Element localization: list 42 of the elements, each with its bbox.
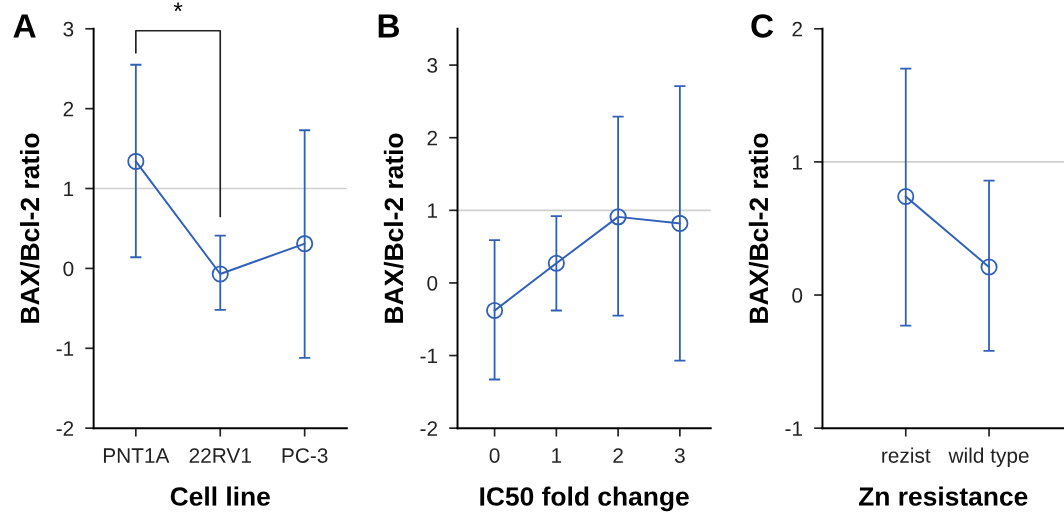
y-tick-label: -2 xyxy=(420,421,438,436)
x-tick-label: PC-3 xyxy=(282,448,328,463)
point xyxy=(547,254,565,272)
y-tick-label: 1 xyxy=(793,155,803,170)
point xyxy=(211,265,229,283)
y-tick-label: -1 xyxy=(420,348,438,364)
x-tick-label: 3 xyxy=(674,448,685,463)
y-axis-title: BAX/Bcl-2 ratio xyxy=(19,133,40,323)
y-tick-label: -1 xyxy=(56,341,74,356)
y-axis-title: BAX/Bcl-2 ratio xyxy=(748,133,769,323)
x-tick-label: 2 xyxy=(613,448,623,463)
point xyxy=(671,214,689,232)
x-tick-label: 22RV1 xyxy=(189,448,251,463)
x-axis-title: Cell line xyxy=(170,486,270,506)
chart-title: B xyxy=(378,14,400,38)
y-tick-label: 0 xyxy=(792,288,803,303)
y-tick-label: 3 xyxy=(427,58,438,73)
x-tick-label: wild type xyxy=(948,447,1029,468)
point xyxy=(609,208,627,226)
y-tick-label: 3 xyxy=(63,21,74,37)
y-tick-label: 0 xyxy=(63,261,74,277)
x-tick-label: 1 xyxy=(552,448,562,463)
x-axis-title: IC50 fold change xyxy=(480,486,689,512)
chart-title: A xyxy=(13,14,36,38)
y-tick-label: -2 xyxy=(56,421,74,436)
y-tick-label: 1 xyxy=(428,203,438,218)
y-tick-label: 2 xyxy=(792,21,802,37)
x-tick-label: 0 xyxy=(489,448,500,463)
point xyxy=(127,152,145,170)
y-axis-title: BAX/Bcl-2 ratio xyxy=(383,133,404,323)
x-axis-title: Zn resistance xyxy=(858,486,1028,506)
text: * xyxy=(173,2,183,12)
point xyxy=(486,301,504,320)
chart-title: C xyxy=(751,14,774,38)
y-tick-label: 2 xyxy=(63,101,74,117)
point xyxy=(296,235,314,253)
x-tick-label: PNT1A xyxy=(103,448,170,463)
y-tick-label: -1 xyxy=(785,421,803,436)
y-tick-label: 2 xyxy=(427,130,438,146)
y-tick-label: 1 xyxy=(64,181,74,197)
x-tick-label: rezist xyxy=(882,447,931,463)
y-tick-label: 0 xyxy=(427,275,438,291)
